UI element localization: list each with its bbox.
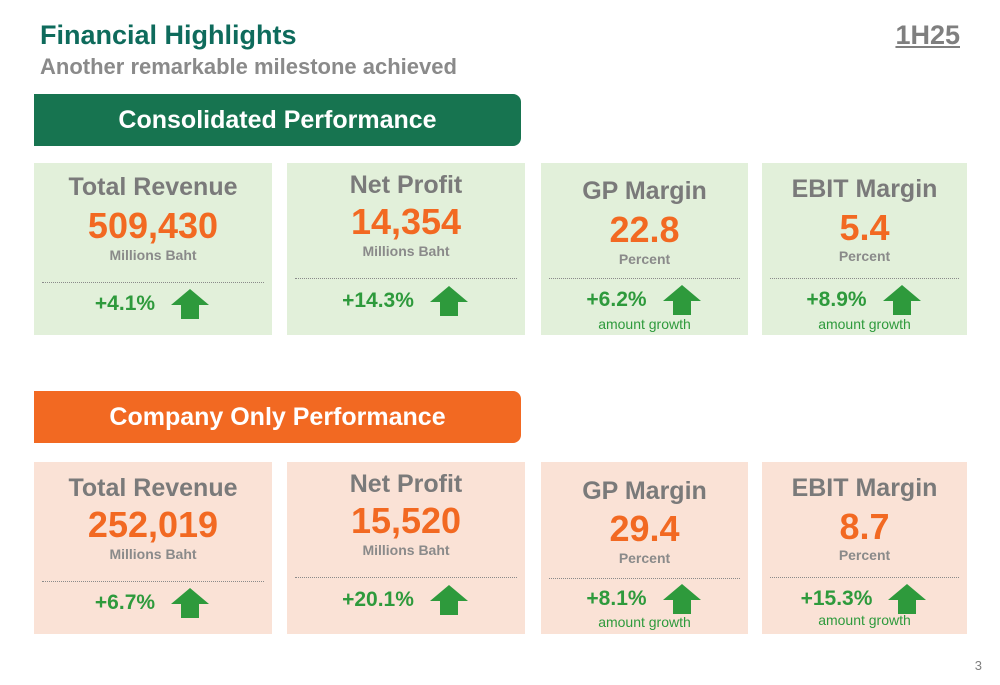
card-divider	[770, 278, 959, 279]
slide-subtitle: Another remarkable milestone achieved	[40, 54, 457, 79]
metric-unit: Percent	[618, 550, 671, 566]
card-divider	[295, 577, 517, 578]
metric-value: 22.8	[609, 209, 680, 250]
up-arrow-icon	[171, 588, 210, 618]
growth-row: +4.1%	[34, 287, 272, 321]
page-number: 3	[974, 658, 982, 673]
card-divider	[42, 581, 264, 582]
growth-value: +8.9%	[806, 288, 867, 311]
growth-row: +6.7%	[34, 586, 272, 620]
growth-value: +8.1%	[586, 587, 647, 610]
up-arrow-icon	[429, 585, 468, 615]
consolidated-net-profit-card: Net Profit 14,354 Millions Baht +14.3%	[287, 163, 525, 335]
growth-value: +14.3%	[342, 289, 414, 312]
metric-label: EBIT Margin	[791, 175, 938, 203]
growth-value: +4.1%	[94, 292, 156, 315]
card-divider	[42, 282, 264, 283]
consolidated-gp-margin-card: GP Margin 22.8 Percent +6.2% amount grow…	[541, 163, 748, 335]
company-only-performance-banner: Company Only Performance	[34, 391, 521, 443]
card-divider	[770, 577, 959, 578]
growth-value: +6.2%	[586, 288, 647, 311]
up-arrow-icon	[662, 584, 701, 614]
company-gp-margin-card: GP Margin 29.4 Percent +8.1% amount grow…	[541, 462, 748, 634]
growth-value: +6.7%	[94, 591, 156, 614]
metric-label: EBIT Margin	[791, 474, 938, 502]
growth-row: +8.9%	[762, 283, 967, 317]
metric-unit: Millions Baht	[362, 243, 450, 259]
metric-label: GP Margin	[582, 177, 707, 205]
metric-value: 14,354	[350, 201, 462, 242]
metric-value: 8.7	[839, 506, 890, 547]
company-total-revenue-card: Total Revenue 252,019 Millions Baht +6.7…	[34, 462, 272, 634]
metric-value: 252,019	[87, 504, 219, 545]
card-divider	[295, 278, 517, 279]
up-arrow-icon	[429, 286, 468, 316]
metric-label: Net Profit	[349, 470, 463, 498]
growth-row: +6.2%	[541, 283, 748, 317]
growth-row: +8.1%	[541, 582, 748, 616]
company-net-profit-card: Net Profit 15,520 Millions Baht +20.1%	[287, 462, 525, 634]
growth-row: +14.3%	[287, 284, 525, 318]
consolidated-total-revenue-card: Total Revenue 509,430 Millions Baht +4.1…	[34, 163, 272, 335]
growth-note: amount growth	[598, 316, 691, 332]
metric-label: Total Revenue	[68, 173, 238, 201]
consolidated-ebit-margin-card: EBIT Margin 5.4 Percent +8.9% amount gro…	[762, 163, 967, 335]
metric-unit: Millions Baht	[109, 247, 197, 263]
consolidated-performance-banner: Consolidated Performance	[34, 94, 521, 146]
card-divider	[549, 578, 740, 579]
growth-note: amount growth	[818, 316, 911, 332]
growth-note: amount growth	[598, 614, 691, 630]
company-ebit-margin-card: EBIT Margin 8.7 Percent +15.3% amount gr…	[762, 462, 967, 634]
growth-row: +15.3%	[762, 582, 967, 616]
up-arrow-icon	[888, 584, 927, 614]
metric-label: GP Margin	[582, 477, 707, 505]
metric-unit: Percent	[838, 248, 891, 264]
metric-value: 5.4	[839, 207, 890, 248]
growth-note: amount growth	[818, 612, 911, 628]
metric-unit: Percent	[618, 251, 671, 267]
up-arrow-icon	[882, 285, 921, 315]
metric-unit: Millions Baht	[362, 542, 450, 558]
card-divider	[549, 278, 740, 279]
growth-row: +20.1%	[287, 583, 525, 617]
growth-value: +15.3%	[800, 587, 873, 610]
growth-value: +20.1%	[342, 588, 414, 611]
metric-value: 29.4	[609, 508, 680, 549]
metric-value: 509,430	[87, 205, 219, 246]
metric-label: Total Revenue	[68, 474, 238, 502]
metric-unit: Millions Baht	[109, 546, 197, 562]
metric-value: 15,520	[350, 500, 462, 541]
up-arrow-icon	[171, 289, 210, 319]
metric-unit: Percent	[838, 547, 891, 563]
period-label: 1H25	[895, 20, 960, 50]
up-arrow-icon	[662, 285, 701, 315]
slide-title: Financial Highlights	[40, 20, 297, 50]
metric-label: Net Profit	[349, 171, 463, 199]
